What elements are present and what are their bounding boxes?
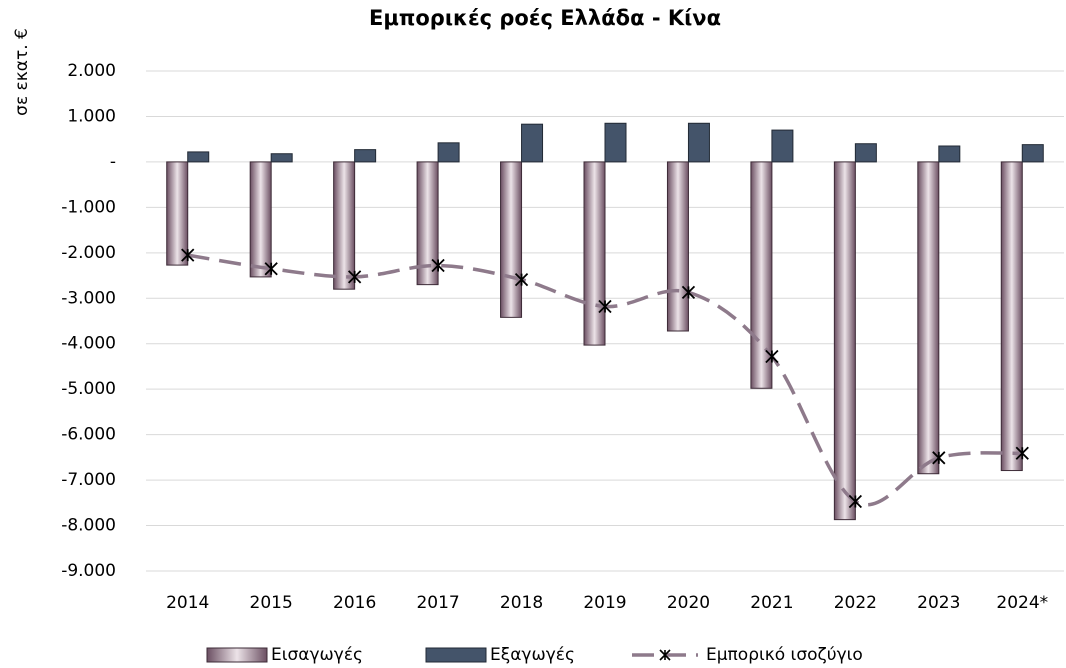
bar	[166, 161, 189, 266]
bar	[500, 161, 523, 318]
bar	[833, 161, 856, 521]
bar	[354, 149, 377, 163]
chart-title: Εμπορικές ροές Ελλάδα - Κίνα	[369, 6, 721, 30]
bar	[187, 151, 210, 163]
x-tick-label: 2016	[333, 593, 376, 613]
bar	[750, 161, 773, 389]
marker	[514, 272, 529, 287]
x-tick-label: 2022	[834, 593, 877, 613]
bar	[604, 122, 627, 163]
legend-label: Εισαγωγές	[271, 645, 363, 665]
x-tick-label: 2019	[583, 593, 626, 613]
x-tick-label: 2014	[166, 593, 209, 613]
marker	[765, 349, 779, 364]
y-tick-label: 1.000	[67, 106, 116, 126]
line	[187, 253, 1023, 507]
bar	[521, 123, 544, 163]
bar	[583, 161, 606, 346]
y-tick-label: -3.000	[61, 288, 116, 308]
bar	[771, 129, 794, 163]
y-tick-label: -8.000	[61, 516, 116, 536]
y-axis-title: σε εκατ. €	[12, 28, 32, 116]
x-tick-label: 2024*	[996, 593, 1048, 613]
y-tick-label: -2.000	[61, 243, 116, 263]
y-tick-label: -4.000	[61, 334, 116, 354]
marker	[598, 299, 612, 314]
legend-label: Εμπορικό ισοζύγιο	[706, 645, 863, 665]
y-tick-label: -9.000	[61, 561, 116, 581]
bar	[687, 122, 710, 163]
x-tick-label: 2018	[500, 593, 543, 613]
bar	[416, 161, 439, 286]
legend-swatch	[425, 647, 487, 663]
bar	[938, 145, 961, 163]
marker	[1015, 446, 1029, 460]
marker	[932, 451, 946, 465]
marker	[347, 270, 362, 284]
marker	[848, 494, 863, 509]
bar	[249, 161, 272, 278]
y-tick-label: -1.000	[61, 197, 116, 217]
y-tick-label: -6.000	[61, 425, 116, 445]
y-tick-label: 2.000	[67, 61, 116, 81]
bar	[854, 143, 877, 163]
marker	[681, 285, 696, 300]
marker	[181, 248, 195, 262]
x-tick-label: 2023	[917, 593, 960, 613]
x-tick-label: 2020	[667, 593, 710, 613]
bar	[917, 161, 940, 475]
x-tick-label: 2017	[416, 593, 459, 613]
bar	[437, 142, 460, 163]
legend-swatch	[206, 647, 268, 663]
bar	[666, 161, 689, 332]
x-tick-label: 2015	[250, 593, 293, 613]
bar	[270, 153, 293, 163]
bar	[1000, 161, 1023, 472]
bar	[1021, 144, 1044, 163]
x-tick-label: 2021	[750, 593, 793, 613]
y-tick-label: -5.000	[61, 379, 116, 399]
legend-label: Εξαγωγές	[490, 645, 575, 665]
bar	[333, 161, 356, 290]
marker	[264, 262, 278, 276]
y-tick-label: -7.000	[61, 470, 116, 490]
y-tick-label: -	[110, 152, 116, 172]
marker	[431, 258, 445, 273]
legend-marker	[659, 649, 671, 661]
